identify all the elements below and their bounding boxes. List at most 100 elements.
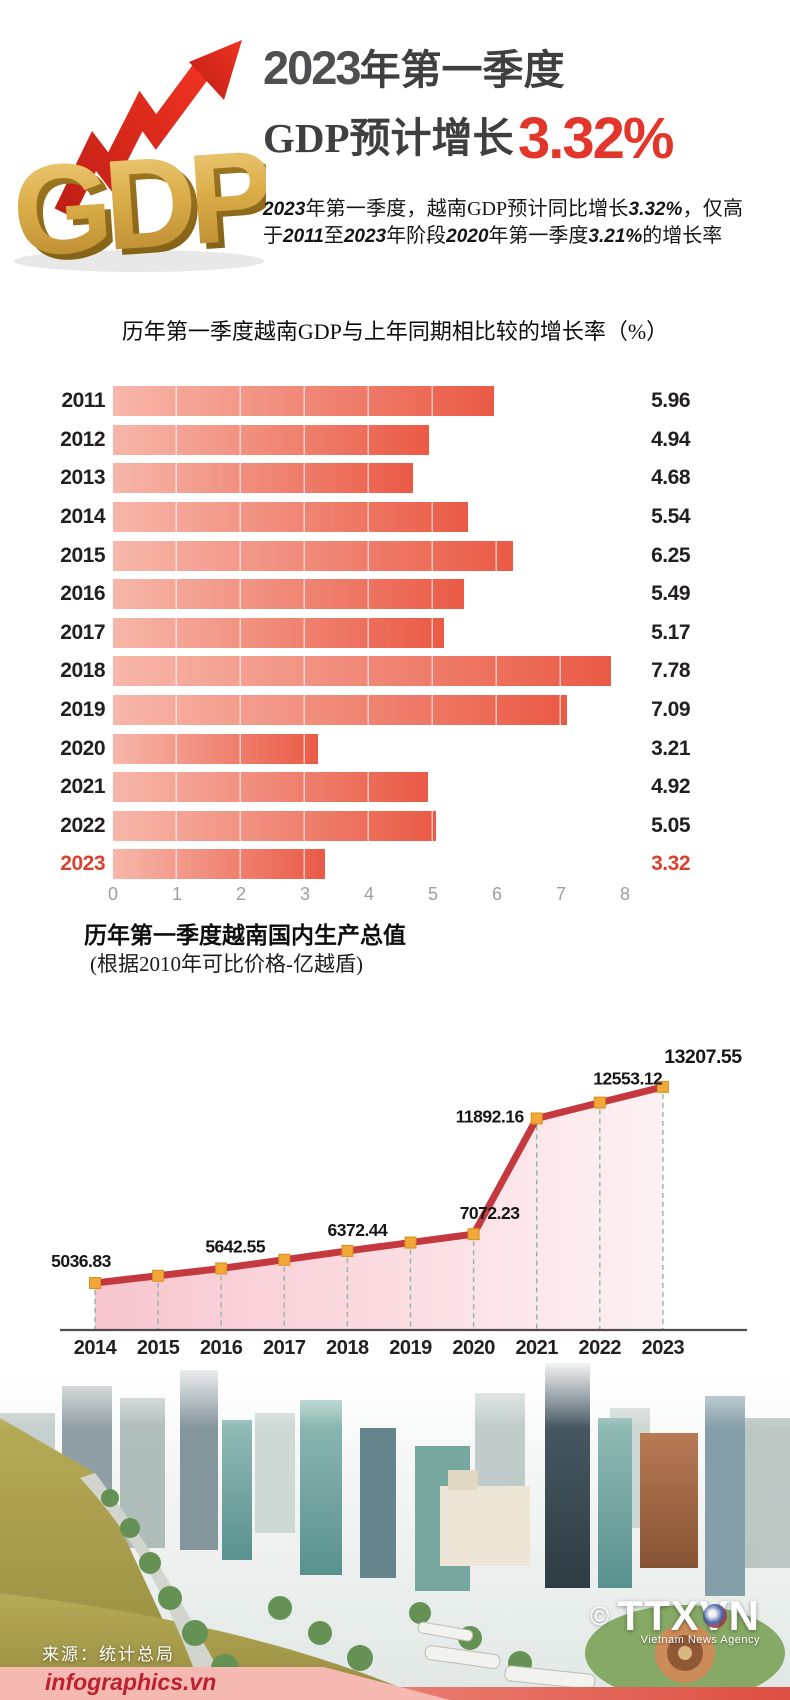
bar-value: 4.94 — [651, 427, 690, 451]
bar — [113, 463, 413, 494]
gdp-logo: GDP GDP — [8, 40, 266, 276]
data-point — [215, 1262, 228, 1275]
bar — [113, 810, 437, 841]
bar-year-label: 2016 — [60, 582, 105, 606]
bar-row: 2016 5.49 — [0, 575, 790, 614]
bar-year-label: 2017 — [60, 620, 105, 644]
year-label: 2017 — [263, 1337, 306, 1359]
axis-tick: 8 — [619, 884, 630, 904]
bar-value: 7.09 — [651, 698, 690, 722]
bar — [113, 772, 428, 803]
growth-arrow-icon — [54, 40, 242, 218]
gdp-logo-text: GDP GDP — [8, 124, 266, 276]
intro-segment: 3.21% — [588, 226, 643, 247]
axis-tick: 6 — [491, 884, 502, 904]
year-label: 2021 — [515, 1337, 558, 1359]
data-point — [341, 1244, 354, 1257]
bar — [113, 617, 444, 648]
main-title-line2: GDP预计增长 3.32% — [263, 104, 674, 172]
intro-segment: 年第一季度 — [488, 225, 589, 247]
intro-segment: 年阶段 — [386, 225, 447, 247]
point-label: 5642.55 — [205, 1236, 266, 1256]
bar-value: 4.68 — [651, 466, 690, 490]
point-label: 7072.23 — [460, 1203, 521, 1223]
intro-segment: 2020 — [446, 226, 489, 247]
bar-row: 2015 6.25 — [0, 536, 790, 575]
bar-year-label: 2015 — [60, 543, 105, 567]
brand-text: infographics.vn — [45, 1669, 217, 1695]
area-fill — [95, 1086, 663, 1330]
bar-year-label: 2019 — [60, 698, 105, 722]
bar-year-label: 2023 — [60, 852, 105, 876]
bar — [113, 386, 495, 417]
main-title-line1: 2023年第一季度 — [263, 36, 565, 96]
axis-tick: 2 — [235, 884, 246, 904]
point-label: 6372.44 — [328, 1220, 389, 1240]
bar — [113, 656, 611, 687]
bar-chart: 2011 5.96 2012 4.94 2013 4.68 2014 5.54 2015 6.25… — [0, 382, 790, 884]
data-point — [152, 1269, 165, 1282]
bar-value: 5.96 — [651, 389, 690, 413]
bar-year-label: 2012 — [60, 427, 105, 451]
year-label: 2015 — [137, 1337, 180, 1359]
globe-icon — [703, 1604, 727, 1628]
agency-logo: © TTXVN Vietnam News Agency — [560, 1592, 760, 1646]
data-point — [467, 1228, 480, 1241]
bar-row: 2018 7.78 — [0, 652, 790, 691]
intro-segment: 年第一季度，越南GDP预计同比增长 — [305, 198, 629, 220]
bar — [113, 849, 326, 880]
intro-segment: 2023 — [263, 199, 306, 220]
bar — [113, 424, 430, 455]
point-label: 13207.55 — [664, 1046, 742, 1068]
data-point — [656, 1080, 669, 1093]
agency-name: TTXVN — [617, 1592, 760, 1639]
bar — [113, 579, 465, 610]
data-point — [89, 1277, 101, 1289]
intro-segment: 3.32% — [628, 199, 683, 220]
main-title-gdp-text: GDP预计增长 — [263, 115, 514, 161]
bar-row: 2012 4.94 — [0, 421, 790, 460]
axis-tick: 1 — [171, 884, 182, 904]
copyright-icon: © — [590, 1600, 610, 1631]
intro-segment: 至 — [323, 225, 344, 247]
intro-segment: ，仅高于 — [263, 198, 743, 247]
bar-row: 2021 4.92 — [0, 768, 790, 807]
svg-text:GDP: GDP — [8, 124, 266, 276]
logo-shadow — [14, 250, 264, 272]
intro-segment: 的增长率 — [642, 225, 723, 247]
bar-year-label: 2021 — [60, 775, 105, 799]
bar-year-label: 2011 — [61, 389, 105, 413]
year-label: 2016 — [200, 1337, 243, 1359]
bar — [113, 695, 567, 726]
year-label: 2019 — [389, 1337, 432, 1359]
axis-tick: 3 — [299, 884, 310, 904]
bar-row: 2019 7.09 — [0, 691, 790, 730]
bar-value: 3.21 — [651, 736, 690, 760]
bar — [113, 733, 319, 764]
bar-value: 5.54 — [651, 505, 690, 529]
bar-year-label: 2018 — [60, 659, 105, 683]
year-label: 2014 — [74, 1337, 118, 1359]
year-label: 2022 — [579, 1337, 622, 1359]
intro-paragraph: 2023年第一季度，越南GDP预计同比增长3.32%，仅高于2011至2023年… — [263, 196, 743, 250]
intro-segment: 2023 — [343, 226, 387, 247]
main-title-quarter: 年第一季度 — [359, 47, 565, 93]
point-label: 5036.83 — [51, 1251, 112, 1271]
bar-year-label: 2020 — [60, 736, 105, 760]
agency-subtitle: Vietnam News Agency — [640, 1634, 760, 1646]
bar-value: 5.49 — [651, 582, 690, 606]
bar-year-label: 2014 — [60, 505, 105, 529]
point-label: 11892.16 — [456, 1106, 525, 1126]
year-label: 2018 — [326, 1337, 369, 1359]
headline-value: 3.32% — [518, 106, 674, 171]
bar-value: 6.25 — [651, 543, 690, 567]
bar-value: 5.05 — [651, 813, 690, 837]
source-note: 来源：统计总局 — [42, 1645, 175, 1664]
bar-chart-title: 历年第一季度越南GDP与上年同期相比较的增长率（%） — [121, 319, 669, 344]
data-point — [593, 1096, 606, 1109]
axis-tick: 4 — [363, 884, 374, 904]
bar-row: 2022 5.05 — [0, 807, 790, 846]
trend-line — [91, 1083, 667, 1287]
bar-row: 2020 3.21 — [0, 729, 790, 768]
bar-chart-axis: 0 1 2 3 4 5 6 7 8 — [0, 884, 790, 910]
